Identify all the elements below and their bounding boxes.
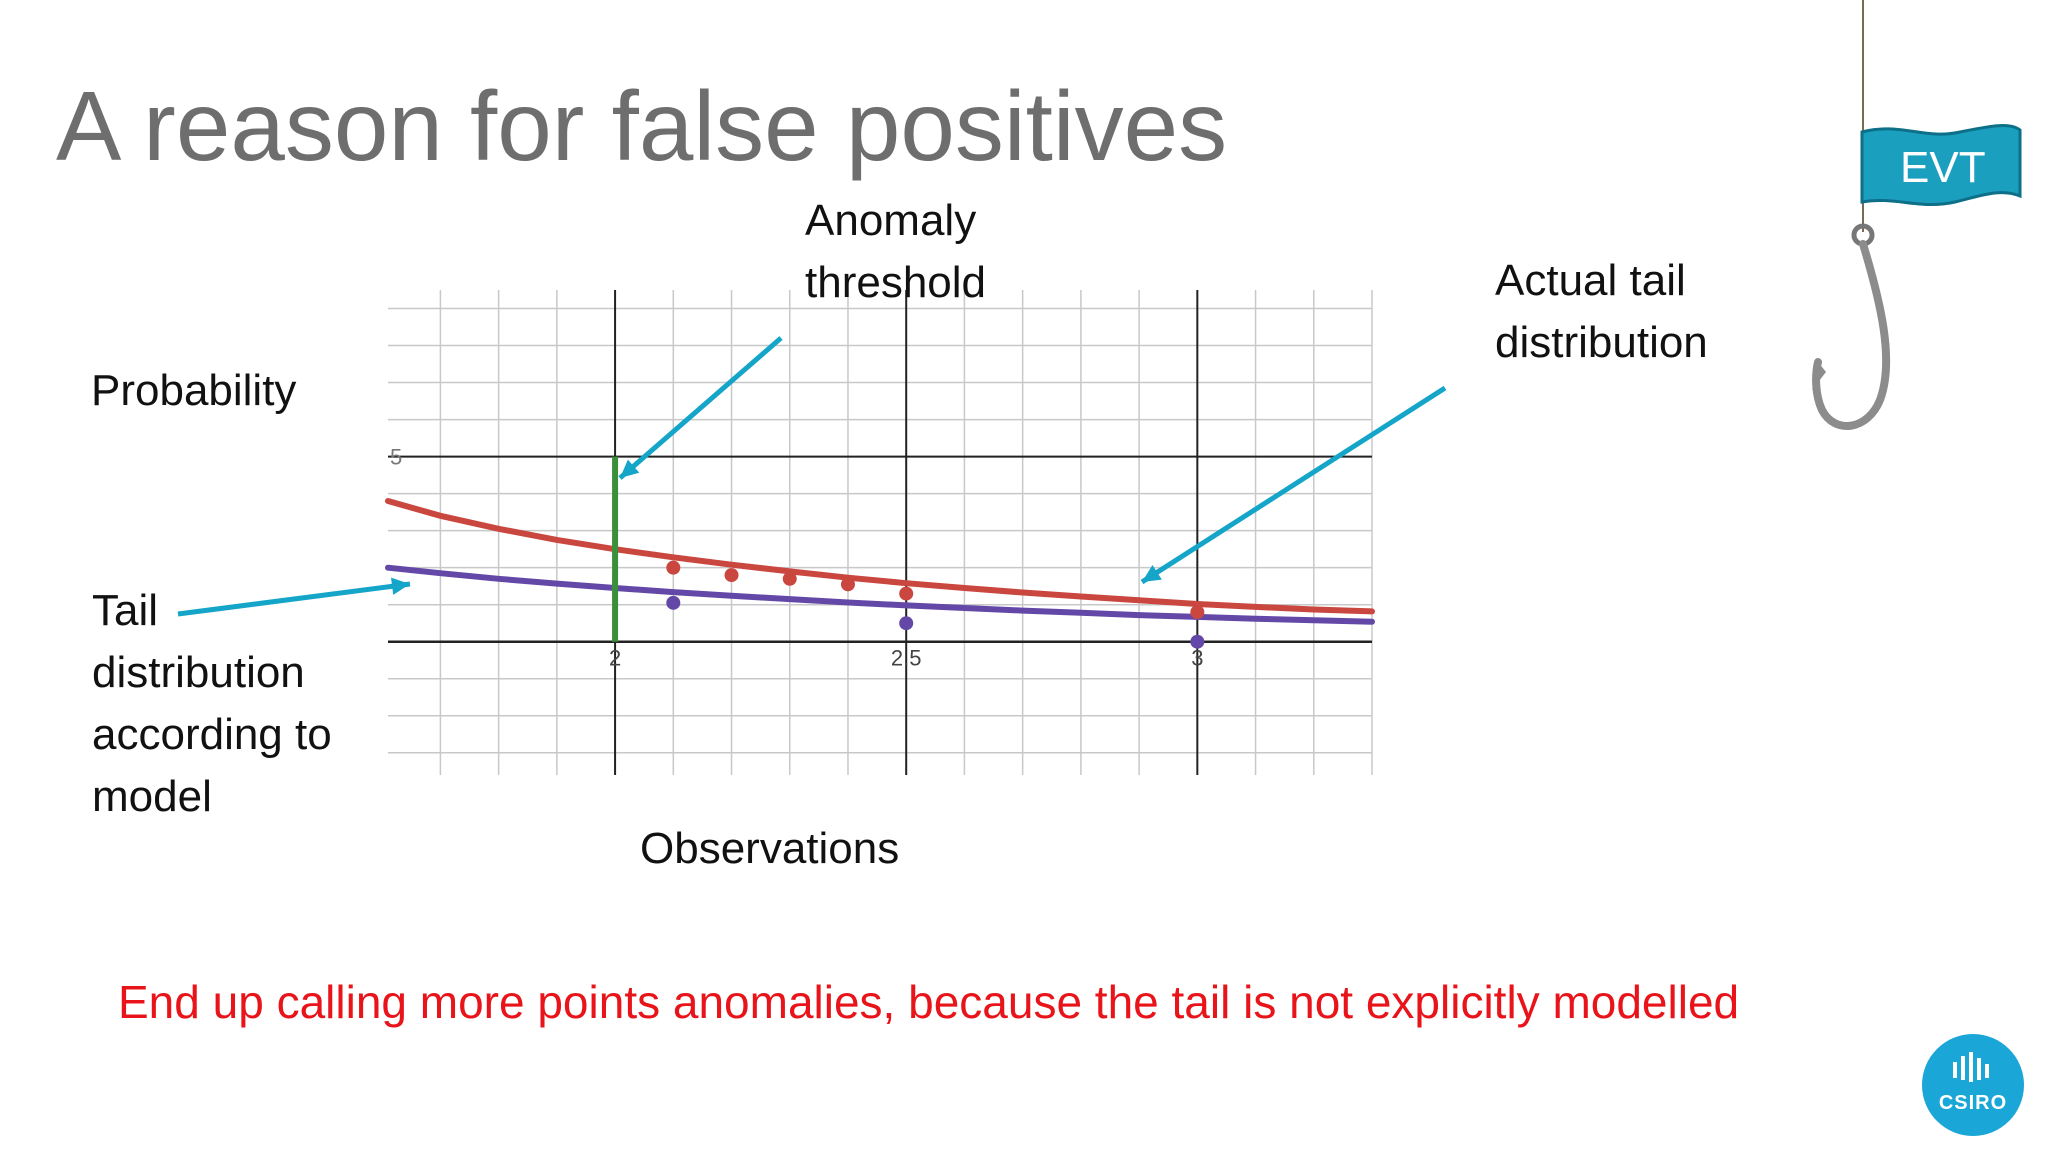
annotation-arrows — [177, 336, 1447, 617]
y-axis-label: Probability — [91, 366, 297, 415]
actual-data-point — [724, 568, 739, 583]
chart-tick-labels: 2 2.5 3 5 — [390, 445, 1203, 671]
chart-grid — [388, 290, 1373, 775]
actual-data-point — [1190, 605, 1205, 620]
slide-title: A reason for false positives — [56, 71, 1228, 181]
bottom-note: End up calling more points anomalies, be… — [118, 976, 1740, 1028]
x-tick-label: 2.5 — [891, 646, 922, 671]
x-axis-label: Observations — [640, 824, 900, 873]
actual-data-point — [666, 560, 681, 575]
logo-bars-icon — [1953, 1052, 1989, 1082]
chart-axes — [388, 290, 1372, 775]
logo-text: CSIRO — [1938, 1092, 2008, 1114]
chart-curves — [385, 498, 1375, 625]
model-data-point — [899, 616, 914, 631]
csiro-logo: CSIRO — [1922, 1034, 2024, 1136]
threshold-annotation: Anomaly threshold — [805, 196, 987, 307]
actual-data-point — [782, 571, 797, 586]
model-tail-arrow-head — [391, 577, 410, 595]
model-tail-annotation: Tail distribution according to model — [92, 586, 332, 821]
threshold-arrow-head — [620, 459, 640, 478]
hook-illustration: EVT — [1812, 0, 2022, 430]
y-tick-label: 5 — [390, 445, 402, 470]
threshold-arrow — [618, 336, 783, 480]
actual-tail-arrow — [1140, 385, 1447, 585]
model-tail-arrow — [177, 581, 411, 617]
x-tick-label: 2 — [609, 646, 621, 671]
model-data-point — [666, 595, 681, 610]
actual-data-point — [899, 586, 914, 601]
actual-tail-curve — [385, 498, 1375, 615]
chart-points — [666, 560, 1205, 649]
evt-flag — [1860, 124, 2022, 206]
model-tail-curve — [385, 564, 1375, 625]
model-data-point — [1190, 634, 1205, 649]
actual-tail-annotation: Actual tail distribution — [1495, 256, 1708, 367]
actual-data-point — [840, 577, 855, 592]
evt-flag-label: EVT — [1900, 143, 1986, 192]
actual-tail-arrow-head — [1142, 564, 1162, 582]
x-tick-label: 3 — [1191, 646, 1203, 671]
